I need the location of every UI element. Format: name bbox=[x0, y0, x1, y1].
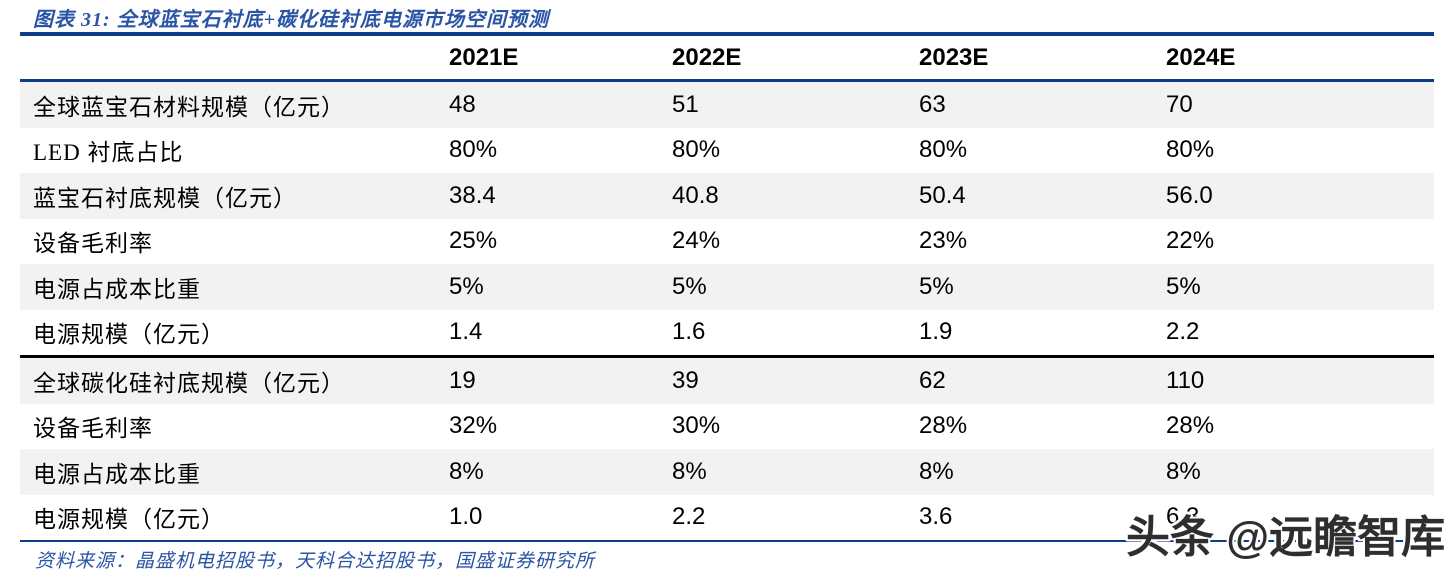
cell-value: 8% bbox=[672, 457, 707, 485]
table-row: LED 衬底占比 80% 80% 80% 80% bbox=[20, 128, 1434, 174]
row-label: 电源占成本比重 bbox=[33, 276, 201, 302]
cell-value: 38.4 bbox=[449, 181, 496, 209]
table-row: 设备毛利率 32% 30% 28% 28% bbox=[20, 404, 1434, 450]
cell-value: 24% bbox=[672, 227, 721, 255]
cell-value: 80% bbox=[672, 136, 721, 164]
row-label: 电源规模（亿元） bbox=[33, 507, 225, 533]
column-header-2023e: 2023E bbox=[919, 43, 989, 71]
cell-value: 2.2 bbox=[1166, 318, 1200, 346]
cell-value: 3.6 bbox=[919, 503, 953, 531]
table-row: 蓝宝石衬底规模（亿元） 38.4 40.8 50.4 56.0 bbox=[20, 173, 1434, 219]
table-header-row: 2021E 2022E 2023E 2024E bbox=[20, 36, 1434, 82]
table-row: 全球蓝宝石材料规模（亿元） 48 51 63 70 bbox=[20, 82, 1434, 128]
cell-value: 51 bbox=[672, 90, 699, 118]
row-label: LED 衬底占比 bbox=[33, 140, 184, 166]
cell-value: 80% bbox=[449, 136, 498, 164]
cell-value: 80% bbox=[919, 136, 968, 164]
source-note: 资料来源：晶盛机电招股书，天科合达招股书，国盛证券研究所 bbox=[35, 551, 596, 572]
cell-value: 25% bbox=[449, 227, 498, 255]
cell-value: 56.0 bbox=[1166, 181, 1213, 209]
watermark-text: 头条 @远瞻智库 bbox=[1126, 513, 1446, 562]
cell-value: 70 bbox=[1166, 90, 1193, 118]
cell-value: 8% bbox=[1166, 457, 1201, 485]
cell-value: 1.9 bbox=[919, 318, 953, 346]
cell-value: 2.2 bbox=[672, 503, 706, 531]
cell-value: 28% bbox=[919, 412, 968, 440]
row-label: 全球蓝宝石材料规模（亿元） bbox=[33, 94, 345, 120]
row-label: 电源规模（亿元） bbox=[33, 322, 225, 348]
cell-value: 6.3 bbox=[1166, 503, 1200, 531]
cell-value: 62 bbox=[919, 366, 946, 394]
row-label: 电源占成本比重 bbox=[33, 461, 201, 487]
cell-value: 48 bbox=[449, 90, 476, 118]
cell-value: 1.6 bbox=[672, 318, 706, 346]
cell-value: 40.8 bbox=[672, 181, 719, 209]
cell-value: 5% bbox=[449, 272, 484, 300]
table-row: 电源占成本比重 5% 5% 5% 5% bbox=[20, 264, 1434, 310]
row-label: 设备毛利率 bbox=[33, 231, 153, 257]
cell-value: 39 bbox=[672, 366, 699, 394]
table-row: 电源占成本比重 8% 8% 8% 8% bbox=[20, 449, 1434, 495]
forecast-table: 2021E 2022E 2023E 2024E 全球蓝宝石材料规模（亿元） 48… bbox=[20, 32, 1434, 542]
row-label: 全球碳化硅衬底规模（亿元） bbox=[33, 370, 345, 396]
cell-value: 110 bbox=[1166, 366, 1205, 394]
figure-title: 图表 31: 全球蓝宝石衬底+碳化硅衬底电源市场空间预测 bbox=[33, 9, 550, 31]
column-header-2021e: 2021E bbox=[449, 43, 519, 71]
cell-value: 19 bbox=[449, 366, 476, 394]
cell-value: 30% bbox=[672, 412, 721, 440]
cell-value: 5% bbox=[1166, 272, 1201, 300]
column-header-2022e: 2022E bbox=[672, 43, 742, 71]
cell-value: 5% bbox=[672, 272, 707, 300]
table-row: 电源规模（亿元） 1.4 1.6 1.9 2.2 bbox=[20, 310, 1434, 358]
cell-value: 8% bbox=[449, 457, 484, 485]
cell-value: 80% bbox=[1166, 136, 1215, 164]
cell-value: 1.0 bbox=[449, 503, 483, 531]
row-label: 设备毛利率 bbox=[33, 416, 153, 442]
cell-value: 22% bbox=[1166, 227, 1215, 255]
cell-value: 50.4 bbox=[919, 181, 966, 209]
table-row: 电源规模（亿元） 1.0 2.2 3.6 6.3 bbox=[20, 495, 1434, 542]
cell-value: 5% bbox=[919, 272, 954, 300]
table-row: 全球碳化硅衬底规模（亿元） 19 39 62 110 bbox=[20, 358, 1434, 404]
cell-value: 28% bbox=[1166, 412, 1215, 440]
table-row: 设备毛利率 25% 24% 23% 22% bbox=[20, 219, 1434, 265]
column-header-2024e: 2024E bbox=[1166, 43, 1236, 71]
cell-value: 8% bbox=[919, 457, 954, 485]
cell-value: 32% bbox=[449, 412, 498, 440]
cell-value: 1.4 bbox=[449, 318, 483, 346]
table-body: 全球蓝宝石材料规模（亿元） 48 51 63 70 LED 衬底占比 80% 8… bbox=[20, 82, 1434, 542]
cell-value: 23% bbox=[919, 227, 968, 255]
row-label: 蓝宝石衬底规模（亿元） bbox=[33, 185, 297, 211]
cell-value: 63 bbox=[919, 90, 946, 118]
